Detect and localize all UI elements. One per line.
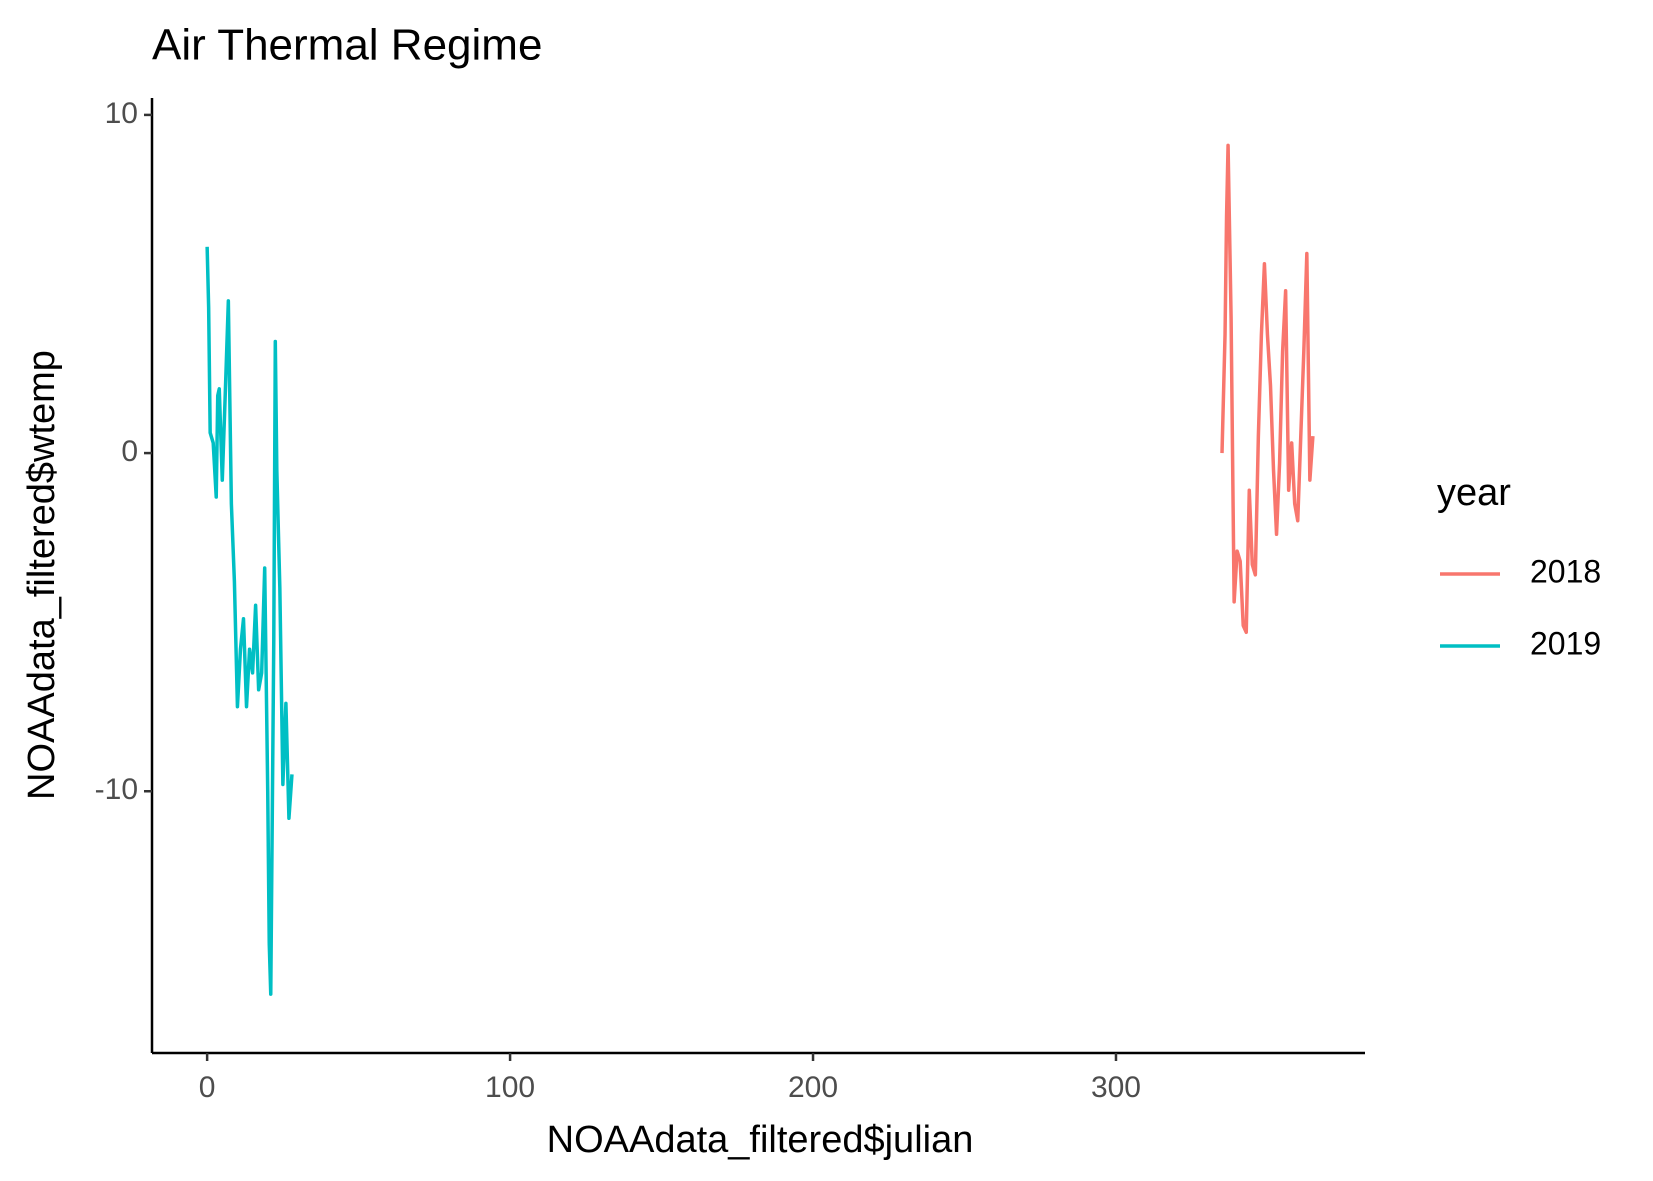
chart-title: Air Thermal Regime [152,21,542,70]
legend-label: 2019 [1530,625,1601,661]
x-tick-label: 200 [788,1071,838,1104]
y-tick-label: 0 [121,435,138,468]
legend-title: year [1437,472,1511,514]
x-axis-title: NOAAdata_filtered$julian [547,1119,974,1161]
y-axis-title: NOAAdata_filtered$wtemp [21,350,63,800]
x-tick-label: 300 [1091,1071,1141,1104]
x-tick-label: 100 [485,1071,535,1104]
y-tick-label: 10 [105,97,138,130]
x-tick-label: 0 [199,1071,216,1104]
line-series [205,246,294,996]
line-series [1220,143,1315,635]
legend-label: 2018 [1530,553,1601,589]
y-tick-label: -10 [95,773,138,806]
